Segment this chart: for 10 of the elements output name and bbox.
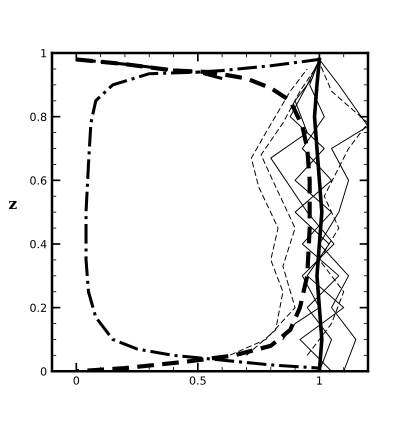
y-tick-label: 0.2 (30, 304, 46, 312)
y-tick-label: 0.6 (30, 176, 46, 185)
y-tick-label: 0 (40, 367, 46, 376)
x-tick-label: 0.5 (190, 376, 206, 385)
y-tick-label: 0.8 (30, 112, 46, 122)
y-tick-label: 0.4 (30, 240, 47, 248)
y-tick-label: 1 (41, 49, 46, 58)
x-tick-label: 0 (74, 376, 80, 385)
x-tick-label: 1 (317, 376, 322, 385)
y-axis-title: z (9, 201, 17, 209)
